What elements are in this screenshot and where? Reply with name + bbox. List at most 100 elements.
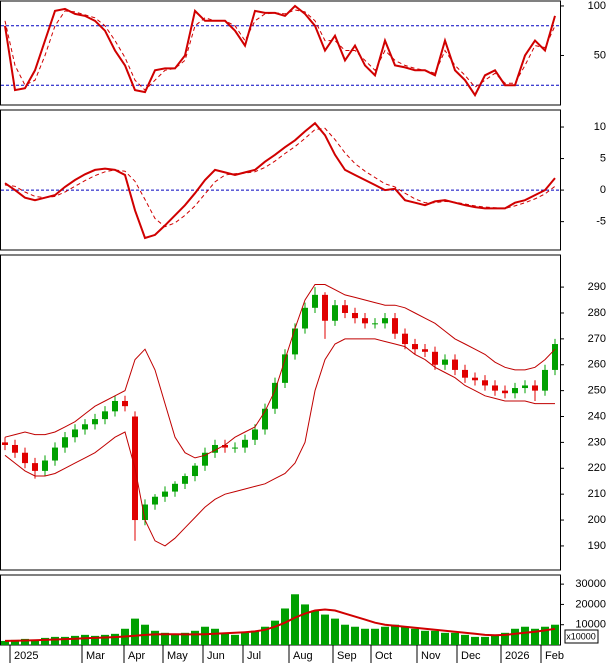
- y-tick-label: 260: [588, 359, 606, 371]
- candle-body: [422, 349, 428, 352]
- volume-bar: [11, 639, 19, 645]
- candle-body: [12, 444, 18, 453]
- candle-body: [342, 305, 348, 313]
- candle-body: [92, 419, 98, 425]
- volume-bar: [51, 636, 59, 645]
- volume-bar: [311, 610, 319, 645]
- y-tick-label: 100: [588, 0, 606, 12]
- volume-bar: [441, 632, 449, 645]
- y-tick-label: 50: [594, 49, 606, 61]
- y-tick-label: 250: [588, 385, 606, 397]
- candle-body: [312, 294, 318, 308]
- volume-bar: [261, 626, 269, 645]
- y-tick-label: 290: [588, 281, 606, 293]
- series-line: [4, 9, 556, 91]
- candle-body: [352, 312, 358, 319]
- candle-body: [522, 385, 528, 389]
- y-tick-label: 220: [588, 462, 606, 474]
- volume-bar: [161, 632, 169, 645]
- candle-body: [432, 351, 438, 365]
- volume-bar: [541, 626, 549, 645]
- candle-body: [262, 408, 268, 430]
- candle-body: [152, 496, 158, 505]
- candle-body: [102, 411, 108, 420]
- candle-body: [212, 444, 218, 453]
- candle-body: [82, 424, 88, 430]
- volume-bar: [521, 626, 529, 645]
- candle-body: [252, 429, 258, 440]
- panel-frame: [0, 109, 561, 251]
- candle-body: [272, 382, 278, 409]
- candle-body: [372, 323, 378, 325]
- x-tick-label: Oct: [375, 650, 392, 662]
- volume-bar: [21, 638, 29, 645]
- y-tick-label: 230: [588, 436, 606, 448]
- x-tick-label: Feb: [545, 650, 564, 662]
- x-tick-label: May: [167, 650, 188, 662]
- x-tick-label: Apr: [128, 650, 145, 662]
- candle-body: [52, 447, 58, 461]
- candle-body: [322, 294, 328, 321]
- volume-bar: [491, 634, 499, 645]
- volume-bar: [201, 626, 209, 645]
- candle-body: [542, 369, 548, 391]
- x-tick-label: Jun: [207, 650, 225, 662]
- volume-bar: [341, 624, 349, 645]
- y-tick-label: 200: [588, 514, 606, 526]
- volume-bar: [361, 628, 369, 645]
- candle-body: [492, 385, 498, 391]
- volume-bar: [41, 637, 49, 645]
- candle-body: [402, 333, 408, 345]
- volume-bar: [531, 628, 539, 645]
- volume-bar: [321, 614, 329, 645]
- y-tick-label: 270: [588, 333, 606, 345]
- volume-bar: [431, 630, 439, 645]
- x-tick-label: Mar: [86, 650, 105, 662]
- candle-body: [142, 504, 148, 521]
- x-tick-label: 2025: [14, 650, 38, 662]
- candle-body: [122, 400, 128, 407]
- y-tick-label: 5: [600, 152, 606, 164]
- volume-bar: [471, 636, 479, 645]
- volume-bar: [31, 639, 39, 645]
- candle-body: [72, 429, 78, 438]
- volume-bar: [451, 632, 459, 645]
- volume-bar: [391, 624, 399, 645]
- volume-bar: [411, 628, 419, 645]
- candle-body: [382, 318, 388, 324]
- candle-body: [112, 400, 118, 412]
- candle-body: [502, 390, 508, 394]
- volume-bar: [111, 633, 119, 645]
- candle-body: [482, 380, 488, 386]
- y-tick-label: 240: [588, 410, 606, 422]
- candle-body: [202, 452, 208, 466]
- x-tick-label: Nov: [421, 650, 441, 662]
- volume-bar: [1, 640, 9, 645]
- volume-bar: [371, 628, 379, 645]
- candle-body: [242, 439, 248, 448]
- volume-bar: [291, 594, 299, 645]
- volume-bar: [91, 635, 99, 645]
- volume-bar: [231, 634, 239, 645]
- y-tick-label: 0: [600, 184, 606, 196]
- volume-bar: [171, 634, 179, 645]
- volume-bar: [351, 626, 359, 645]
- unit-label: x10000: [566, 631, 596, 641]
- x-tick-label: 2026: [505, 650, 529, 662]
- series-line: [4, 284, 556, 459]
- candle-body: [172, 483, 178, 492]
- candle-body: [62, 437, 68, 448]
- y-tick-label: 280: [588, 307, 606, 319]
- candle-body: [302, 307, 308, 329]
- candle-body: [552, 344, 558, 370]
- y-tick-label: 10000: [575, 619, 606, 631]
- y-tick-label: -5: [596, 216, 606, 228]
- candle-body: [2, 442, 8, 445]
- volume-bar: [151, 630, 159, 645]
- volume-bar: [241, 632, 249, 645]
- candle-body: [192, 465, 198, 477]
- volume-bar: [191, 630, 199, 645]
- volume-bar: [331, 618, 339, 645]
- candle-body: [442, 359, 448, 365]
- x-tick-label: Jul: [247, 650, 261, 662]
